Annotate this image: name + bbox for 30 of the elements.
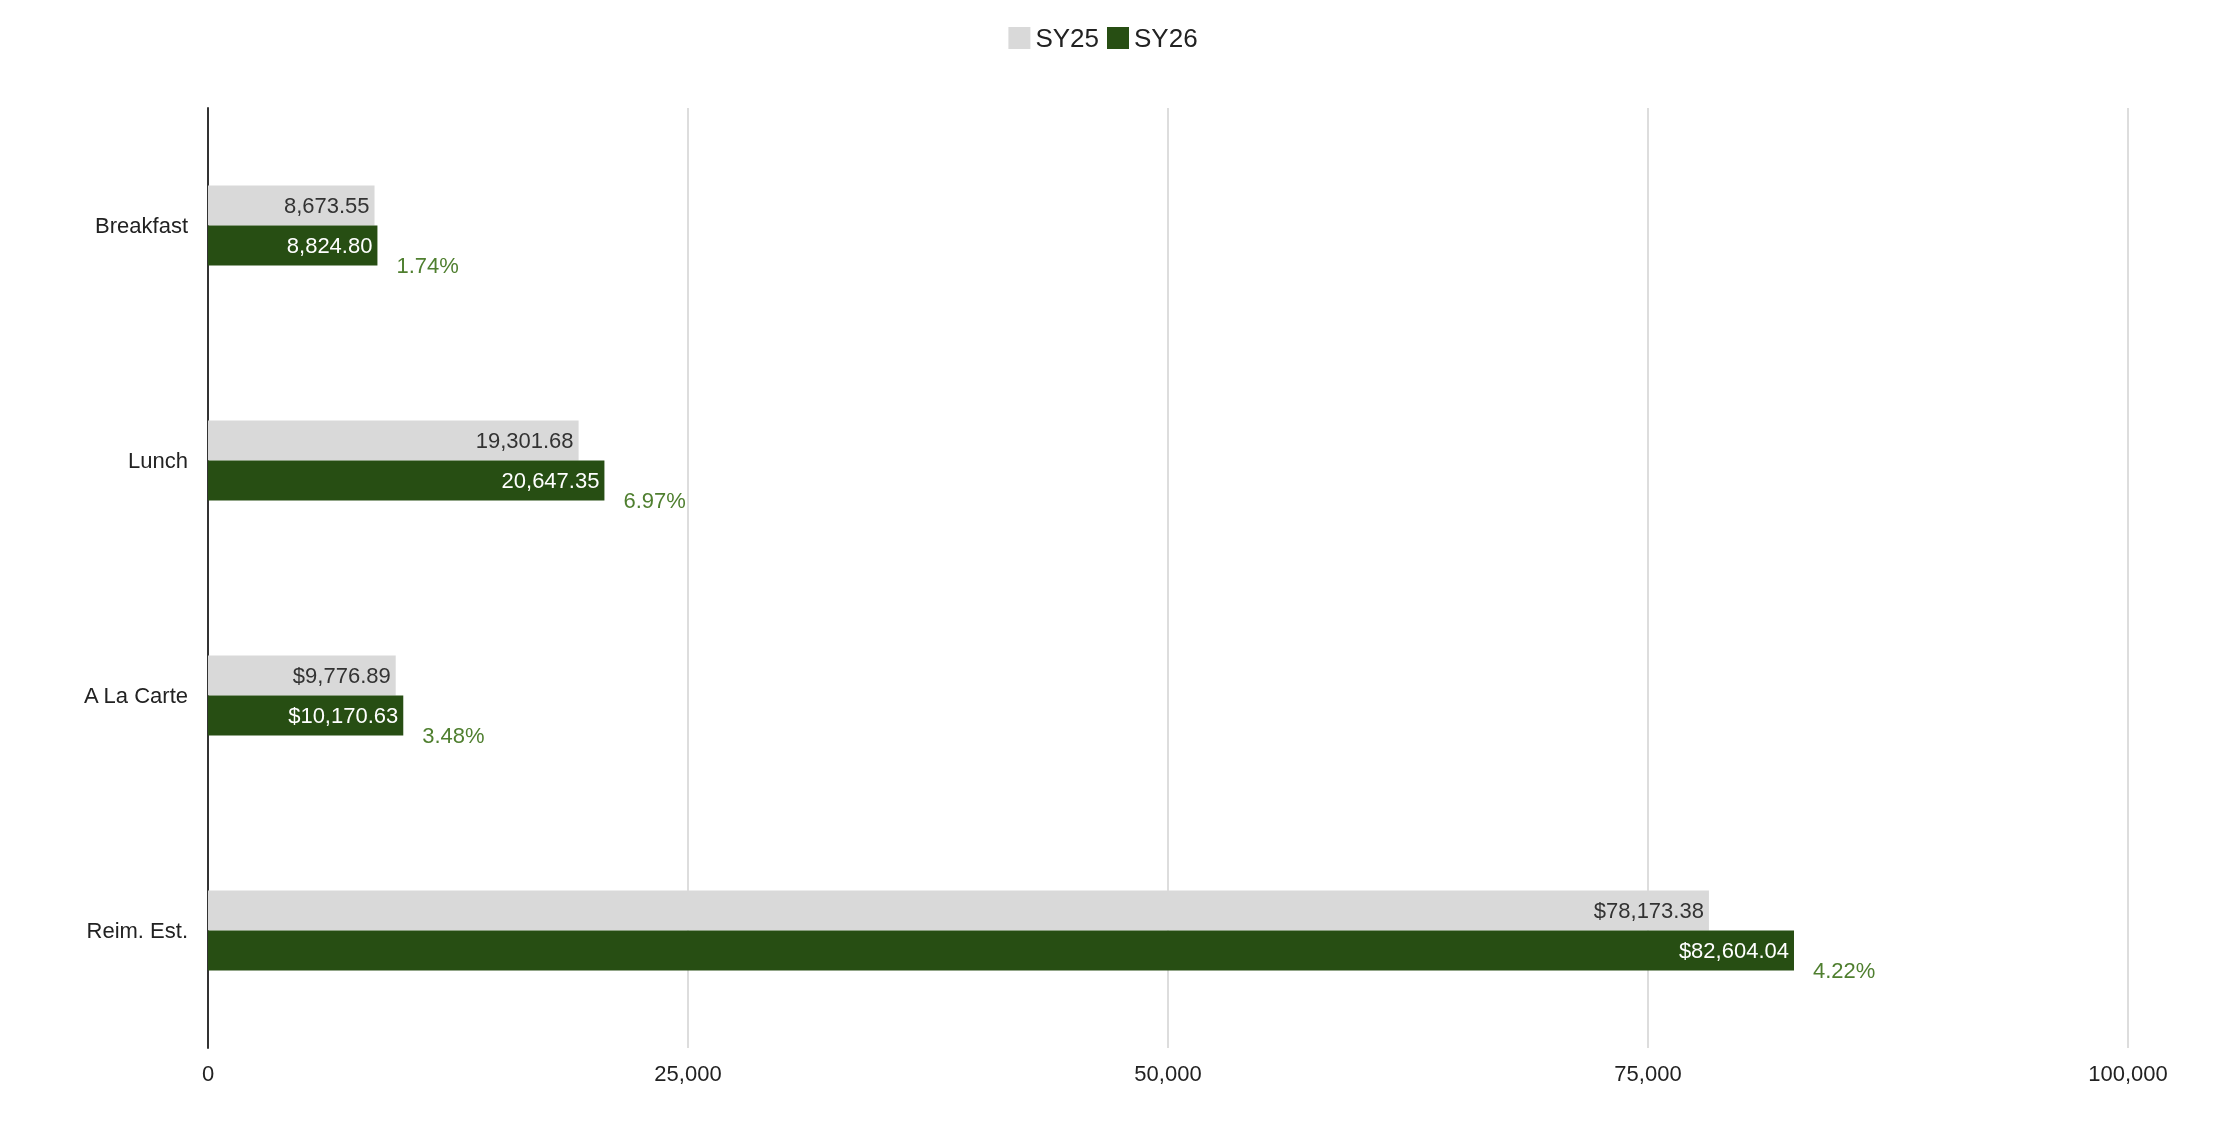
bar	[208, 460, 605, 501]
x-tick-label: 25,000	[654, 1060, 722, 1086]
data-label: $78,173.38	[1593, 898, 1704, 923]
bar	[208, 185, 375, 226]
data-label: $82,604.04	[1678, 938, 1789, 963]
bar	[208, 225, 378, 266]
y-tick-label: Reim. Est.	[86, 918, 188, 943]
y-tick-label: A La Carte	[84, 683, 188, 708]
x-tick-label: 50,000	[1134, 1060, 1202, 1086]
x-tick-label: 0	[201, 1060, 215, 1086]
x-tick-label: 75,000	[1614, 1060, 1682, 1086]
legend-label: SY26	[1134, 23, 1198, 53]
x-tick-label: 100,000	[2088, 1060, 2168, 1086]
y-tick-label: Breakfast	[95, 213, 188, 238]
y-tick-label: Lunch	[128, 448, 188, 473]
bar	[208, 695, 404, 736]
annotation: 3.48%	[422, 723, 485, 748]
annotation: 6.97%	[623, 488, 686, 513]
annotation: 4.22%	[1813, 958, 1876, 983]
data-label: $10,170.63	[288, 703, 399, 728]
legend-label: SY25	[1035, 23, 1100, 53]
data-label: 20,647.35	[501, 468, 600, 493]
data-label: $9,776.89	[292, 663, 391, 688]
bar	[208, 655, 396, 696]
data-label: 8,673.55	[283, 193, 370, 218]
bar	[208, 420, 579, 461]
annotation: 1.74%	[396, 253, 459, 278]
data-label: 8,824.80	[286, 233, 373, 258]
data-label: 19,301.68	[475, 428, 574, 453]
bar	[208, 930, 1794, 971]
